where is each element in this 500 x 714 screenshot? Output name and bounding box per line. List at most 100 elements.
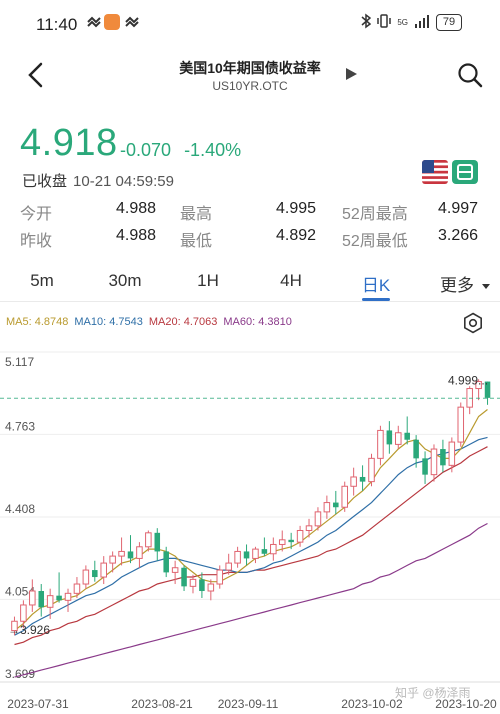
candle-body-up [189, 578, 197, 587]
candle-body-down [163, 551, 169, 573]
period-tabs: 5m 30m 1H 4H 日K 更多 [0, 262, 500, 302]
candle-body-up [377, 429, 384, 459]
chevron-left-icon [28, 62, 43, 88]
chart-svg: 5.117 4.763 4.408 4.054 3.699 4.999... →3.926 2… [0, 351, 500, 711]
tab-more[interactable]: 更多 [440, 271, 491, 296]
candle-body-up [278, 539, 286, 545]
candle-body-up [118, 550, 125, 557]
stat-label: 52周最低 [342, 233, 408, 250]
candle-body-up [234, 550, 241, 564]
candlestick-chart[interactable]: 5.117 4.763 4.408 4.054 3.699 4.999... →3.926 2… [0, 340, 500, 714]
tab-4h[interactable]: 4H [280, 271, 302, 290]
candle-body-down [288, 539, 294, 543]
active-tab-indicator [362, 298, 390, 301]
candle-body-up [225, 562, 232, 571]
candle-body-down [92, 570, 98, 578]
candle-body-down [333, 502, 339, 508]
candle-body-up [29, 590, 36, 606]
price-change: -0.070 -1.40% [120, 140, 241, 161]
candle-body-down [154, 532, 161, 552]
notification-icons [86, 14, 140, 30]
candle-body-up [109, 555, 116, 564]
current-price: 4.918 [20, 122, 118, 164]
candle-body-down [243, 551, 250, 559]
y-tick-label: 4.054 [5, 584, 35, 598]
x-tick-label: 2023-08-21 [131, 697, 193, 711]
candle-body-up [270, 543, 277, 555]
candle-body-down [386, 430, 393, 445]
stat-label: 最高 [180, 206, 213, 223]
symbol-code: US10YR.OTC [212, 79, 288, 93]
ma10-line [14, 436, 488, 636]
more-label: 更多 [440, 276, 474, 295]
tab-30m[interactable]: 30m [108, 271, 142, 290]
vibrate-icon [377, 13, 392, 32]
battery-icon: 79 [436, 14, 462, 31]
app-notification-icon [86, 14, 101, 30]
stat-value: 3.266 [438, 227, 479, 244]
x-tick-label: 2023-09-11 [218, 697, 279, 711]
play-icon [346, 68, 357, 80]
candle-body-up [323, 502, 331, 513]
low-label: →3.926 [8, 623, 50, 637]
candle-body-up [207, 583, 215, 592]
stat-label: 最低 [180, 233, 213, 250]
signal-bars-icon [414, 14, 430, 31]
candle-body-up [395, 432, 402, 445]
ma10-legend: MA10: 4.7543 [74, 316, 143, 328]
candle-body-up [73, 583, 81, 594]
candle-body-up [46, 595, 54, 608]
exchange-badge-icon[interactable] [452, 160, 478, 184]
y-tick-label: 3.699 [5, 667, 35, 681]
candle-body-up [100, 562, 107, 578]
search-icon [458, 63, 483, 88]
caret-down-icon [481, 284, 490, 289]
candle-body-down [422, 458, 428, 475]
change-value: -0.070 [120, 140, 172, 160]
candle-body-up [252, 548, 259, 559]
tab-5m[interactable]: 5m [30, 271, 54, 290]
high-label: 4.999... [448, 373, 488, 387]
candle-body-down [181, 567, 187, 587]
signal-5g-label: 5G [397, 18, 408, 27]
candle-body-up [305, 525, 313, 531]
candle-body-down [404, 432, 410, 440]
stat-value: 4.997 [438, 200, 479, 217]
candle-body-up [457, 406, 465, 443]
candle-body-up [475, 381, 482, 390]
candle-body-down [38, 591, 45, 608]
gear-icon [464, 312, 482, 334]
candle-body-up [216, 569, 224, 585]
x-tick-label: 2023-10-02 [341, 697, 403, 711]
stat-row: 昨收 4.988 最低 4.892 52周最低 3.266 [20, 227, 490, 251]
candle-body-down [484, 381, 491, 398]
chart-settings-button[interactable] [462, 312, 484, 334]
message-app-icon [104, 14, 120, 30]
candle-body-down [413, 439, 419, 459]
candle-body-up [350, 476, 357, 487]
page-title: 美国10年期国债收益率 [179, 60, 321, 76]
market-status: 已收盘 10-21 04:59:59 [22, 170, 174, 191]
stat-value: 4.892 [276, 227, 317, 244]
stat-value: 4.988 [116, 227, 157, 244]
ma5-legend: MA5: 4.8748 [6, 316, 69, 328]
stat-row: 今开 4.988 最高 4.995 52周最高 4.997 [20, 200, 490, 224]
candle-body-up [136, 546, 143, 559]
candle-body-up [20, 604, 27, 622]
x-tick-label: 2023-10-20 [435, 697, 497, 711]
y-tick-label: 4.763 [5, 419, 35, 433]
quote-time: 10-21 04:59:59 [73, 173, 174, 190]
candle-body-up [430, 448, 438, 476]
candle-body-down [199, 579, 205, 592]
tab-daily[interactable]: 日K [361, 276, 391, 295]
tab-1h[interactable]: 1H [197, 271, 219, 290]
candle-body-up [341, 485, 348, 508]
stat-value: 4.988 [116, 200, 157, 217]
stat-label: 52周最高 [342, 206, 408, 223]
candle-body-up [82, 569, 90, 585]
search-button[interactable] [456, 61, 484, 89]
candle-body-up [171, 567, 179, 573]
back-button[interactable] [22, 60, 52, 90]
ma60-legend: MA60: 4.3810 [223, 316, 292, 328]
play-button[interactable] [343, 66, 359, 82]
